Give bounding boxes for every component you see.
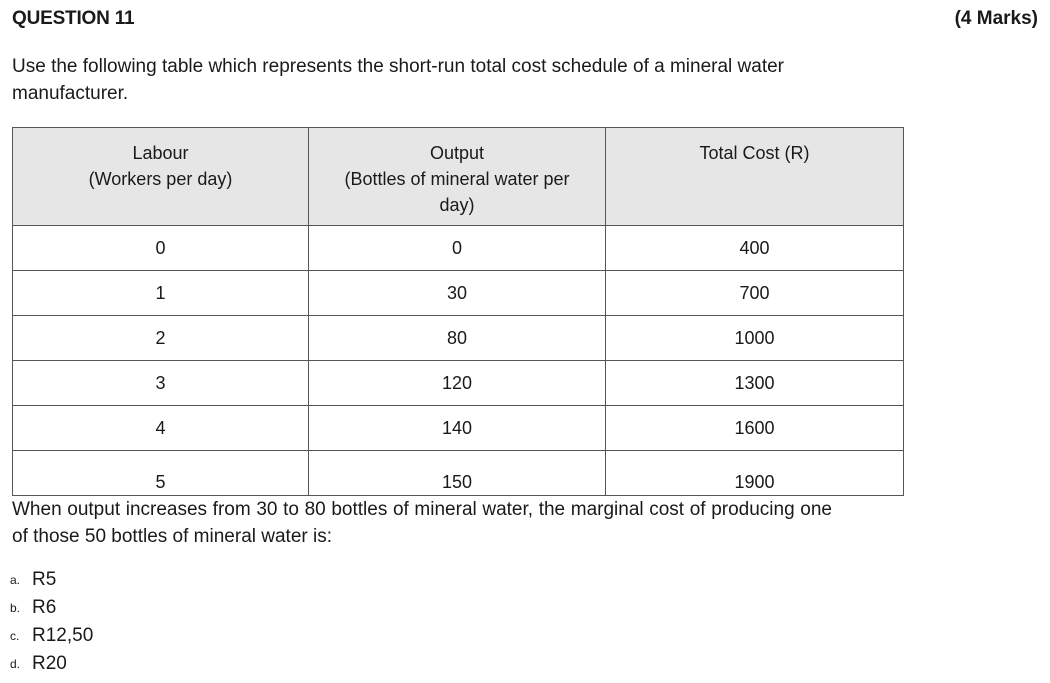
cell-labour: 0 — [12, 225, 309, 271]
header-labour-line-1: Labour — [132, 143, 189, 163]
cell-labour: 2 — [12, 315, 309, 361]
cell-total-cost: 400 — [605, 225, 904, 271]
table-row: 5 150 1900 — [12, 450, 904, 496]
cell-labour: 5 — [12, 450, 309, 496]
option-text: R5 — [32, 569, 57, 590]
option-letter: d. — [10, 656, 21, 671]
header-output: Output (Bottles of mineral water per day… — [308, 127, 606, 226]
header-output-line-3: day) — [439, 195, 475, 215]
question-stem: When output increases from 30 to 80 bott… — [12, 499, 832, 547]
question-intro: Use the following table which represents… — [12, 56, 785, 104]
header-output-line-1: Output — [429, 143, 485, 163]
table-header-row: Labour (Workers per day) Output (Bottles… — [12, 127, 904, 226]
option-c[interactable]: c. R12,50 — [10, 625, 93, 647]
option-letter: b. — [10, 600, 21, 615]
option-letter: a. — [10, 572, 21, 587]
cell-output: 80 — [308, 315, 606, 361]
header-total-cost-line-1: Total Cost (R) — [699, 143, 810, 163]
option-a[interactable]: a. R5 — [10, 569, 56, 591]
question-title: QUESTION 11 — [12, 8, 135, 29]
header-labour: Labour (Workers per day) — [12, 127, 309, 226]
table-row: 4 140 1600 — [12, 405, 904, 451]
cell-labour: 3 — [12, 360, 309, 406]
cell-total-cost: 1600 — [605, 405, 904, 451]
option-text: R6 — [32, 597, 57, 618]
table-row: 2 80 1000 — [12, 315, 904, 361]
table-row: 3 120 1300 — [12, 360, 904, 406]
option-text: R20 — [32, 653, 67, 674]
table-row: 1 30 700 — [12, 270, 904, 316]
cell-labour: 1 — [12, 270, 309, 316]
option-b[interactable]: b. R6 — [10, 597, 56, 619]
question-marks: (4 Marks) — [954, 8, 1038, 29]
cell-total-cost: 1300 — [605, 360, 904, 406]
cost-schedule-table: Labour (Workers per day) Output (Bottles… — [12, 127, 904, 496]
cell-total-cost: 1900 — [605, 450, 904, 496]
cell-output: 0 — [308, 225, 606, 271]
header-labour-line-2: (Workers per day) — [88, 169, 233, 189]
header-total-cost: Total Cost (R) — [605, 127, 904, 226]
table-row: 0 0 400 — [12, 225, 904, 271]
cell-output: 120 — [308, 360, 606, 406]
option-letter: c. — [10, 628, 20, 643]
option-d[interactable]: d. R20 — [10, 653, 67, 675]
cell-output: 150 — [308, 450, 606, 496]
header-output-line-2: (Bottles of mineral water per — [344, 169, 570, 189]
cell-total-cost: 700 — [605, 270, 904, 316]
cell-output: 140 — [308, 405, 606, 451]
cell-output: 30 — [308, 270, 606, 316]
cell-total-cost: 1000 — [605, 315, 904, 361]
option-text: R12,50 — [32, 625, 94, 646]
cell-labour: 4 — [12, 405, 309, 451]
